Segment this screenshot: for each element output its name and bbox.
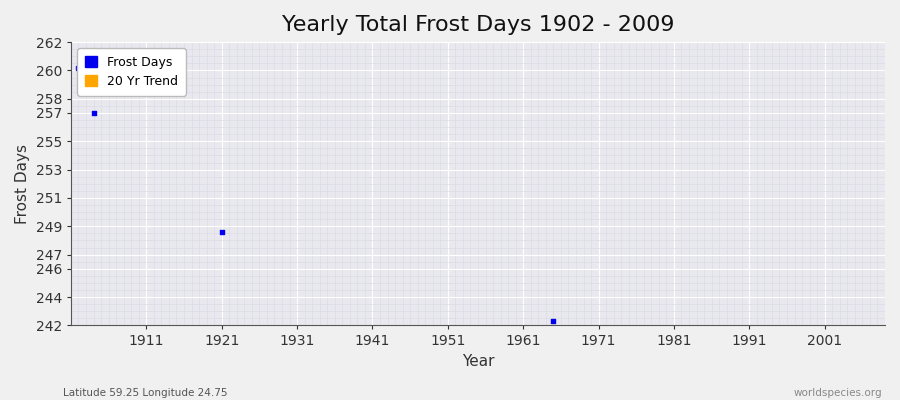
Point — [546, 318, 561, 324]
Text: worldspecies.org: worldspecies.org — [794, 388, 882, 398]
Legend: Frost Days, 20 Yr Trend: Frost Days, 20 Yr Trend — [77, 48, 185, 96]
Y-axis label: Frost Days: Frost Days — [15, 144, 30, 224]
Title: Yearly Total Frost Days 1902 - 2009: Yearly Total Frost Days 1902 - 2009 — [282, 15, 674, 35]
Point — [214, 229, 229, 235]
X-axis label: Year: Year — [462, 354, 494, 369]
Text: Latitude 59.25 Longitude 24.75: Latitude 59.25 Longitude 24.75 — [63, 388, 228, 398]
Point — [86, 110, 101, 116]
Point — [71, 64, 86, 71]
